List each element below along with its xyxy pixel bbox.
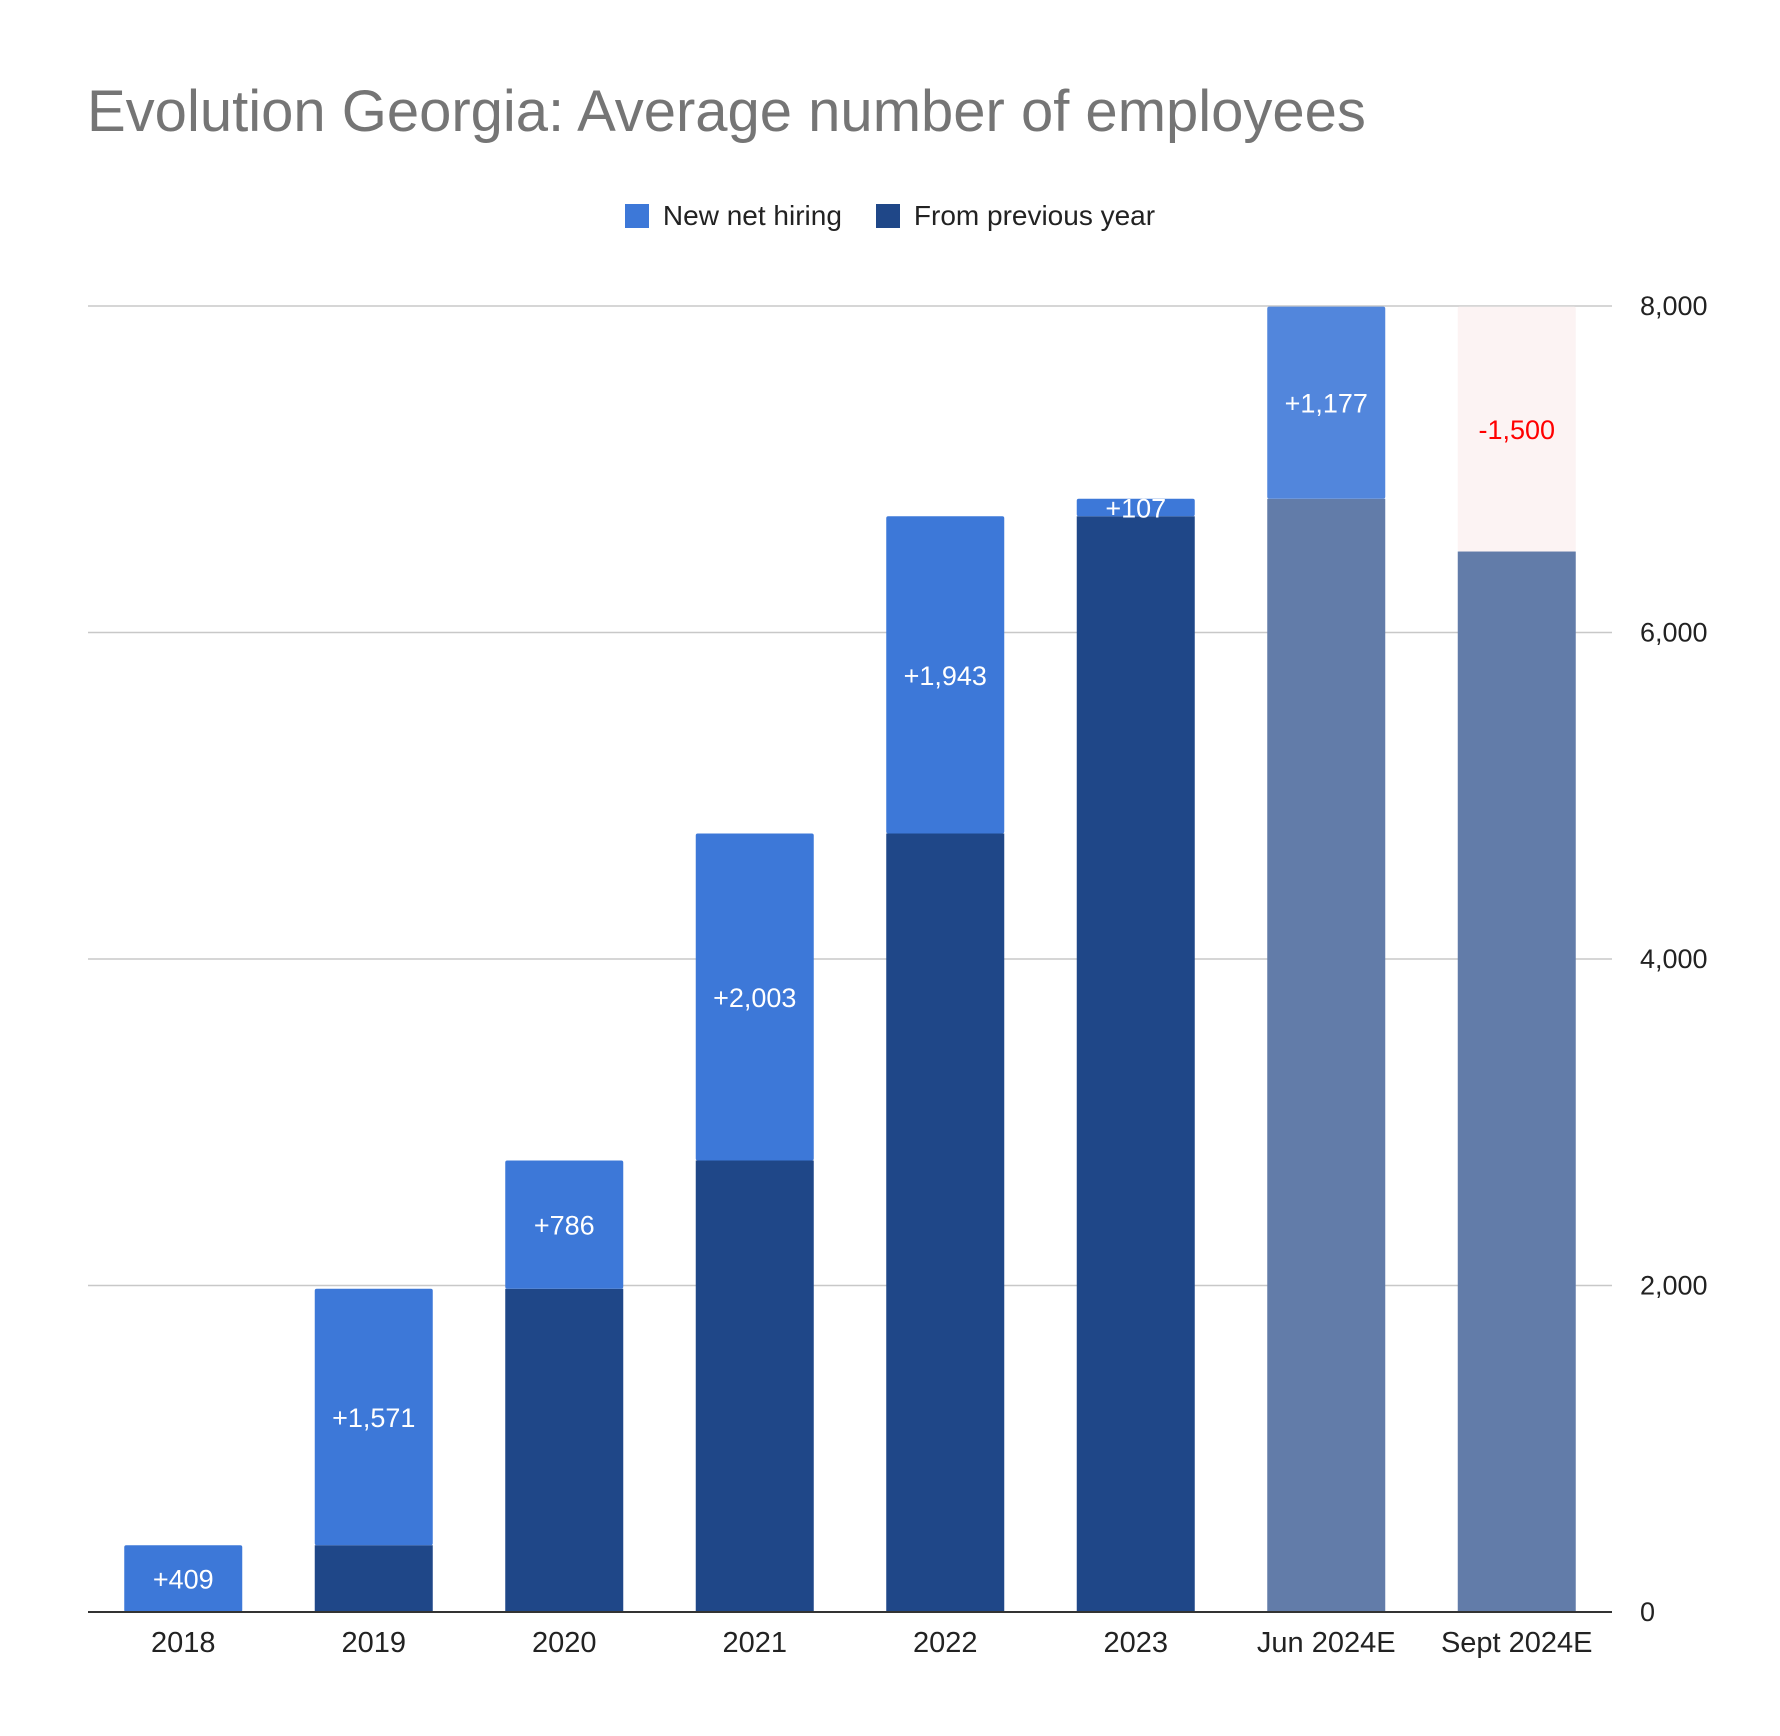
data-label: +409 <box>153 1565 214 1595</box>
legend-label-from-previous-year: From previous year <box>913 200 1156 231</box>
y-tick-label: 4,000 <box>1640 944 1708 974</box>
bar-new-net-hiring <box>505 1160 624 1289</box>
bar-new-net-hiring <box>1267 306 1386 499</box>
x-tick-label: 2022 <box>913 1627 978 1659</box>
x-tick-label: 2021 <box>722 1627 787 1659</box>
bar-from-previous-year <box>886 833 1005 1612</box>
data-label: -1,500 <box>1478 415 1555 445</box>
x-tick-label: 2020 <box>532 1627 597 1659</box>
bar-from-previous-year <box>505 1288 624 1612</box>
legend-item-from-previous-year: From previous year <box>875 200 1156 232</box>
legend-item-new-net-hiring: New net hiring <box>624 200 842 232</box>
chart-title: Evolution Georgia: Average number of emp… <box>87 79 1366 144</box>
legend-swatch-new-net-hiring <box>624 204 649 228</box>
bar-from-previous-year <box>1076 516 1195 1612</box>
x-tick-label: 2023 <box>1103 1627 1168 1659</box>
bar-from-previous-year <box>695 1160 814 1612</box>
bar-new-net-hiring <box>695 833 814 1161</box>
bar-new-net-hiring <box>124 1545 243 1612</box>
legend-label-new-net-hiring: New net hiring <box>662 200 842 231</box>
bar-from-previous-year <box>1267 498 1386 1613</box>
bar-new-net-hiring <box>886 516 1005 834</box>
x-tick-label: 2019 <box>341 1627 406 1659</box>
legend-swatch-from-previous-year <box>875 204 900 228</box>
data-label: +107 <box>1105 494 1166 524</box>
x-tick-label: Jun 2024E <box>1257 1627 1396 1659</box>
bar-new-net-hiring <box>1076 498 1195 517</box>
data-label: +1,943 <box>904 661 987 691</box>
legend: New net hiring From previous year <box>0 200 1780 232</box>
bar-from-previous-year <box>314 1545 433 1612</box>
x-tick-label: 2018 <box>151 1627 216 1659</box>
bar-new-net-hiring <box>1457 306 1576 552</box>
data-label: +1,571 <box>332 1403 415 1433</box>
y-tick-label: 0 <box>1640 1597 1655 1627</box>
data-label: +786 <box>534 1211 595 1241</box>
bar-new-net-hiring <box>314 1288 433 1546</box>
y-tick-label: 2,000 <box>1640 1271 1708 1301</box>
y-tick-label: 6,000 <box>1640 618 1708 648</box>
y-tick-label: 8,000 <box>1640 291 1708 321</box>
bar-from-previous-year <box>1457 551 1576 1612</box>
data-label: +1,177 <box>1285 389 1368 419</box>
x-tick-label: Sept 2024E <box>1441 1627 1593 1659</box>
data-label: +2,003 <box>713 983 796 1013</box>
